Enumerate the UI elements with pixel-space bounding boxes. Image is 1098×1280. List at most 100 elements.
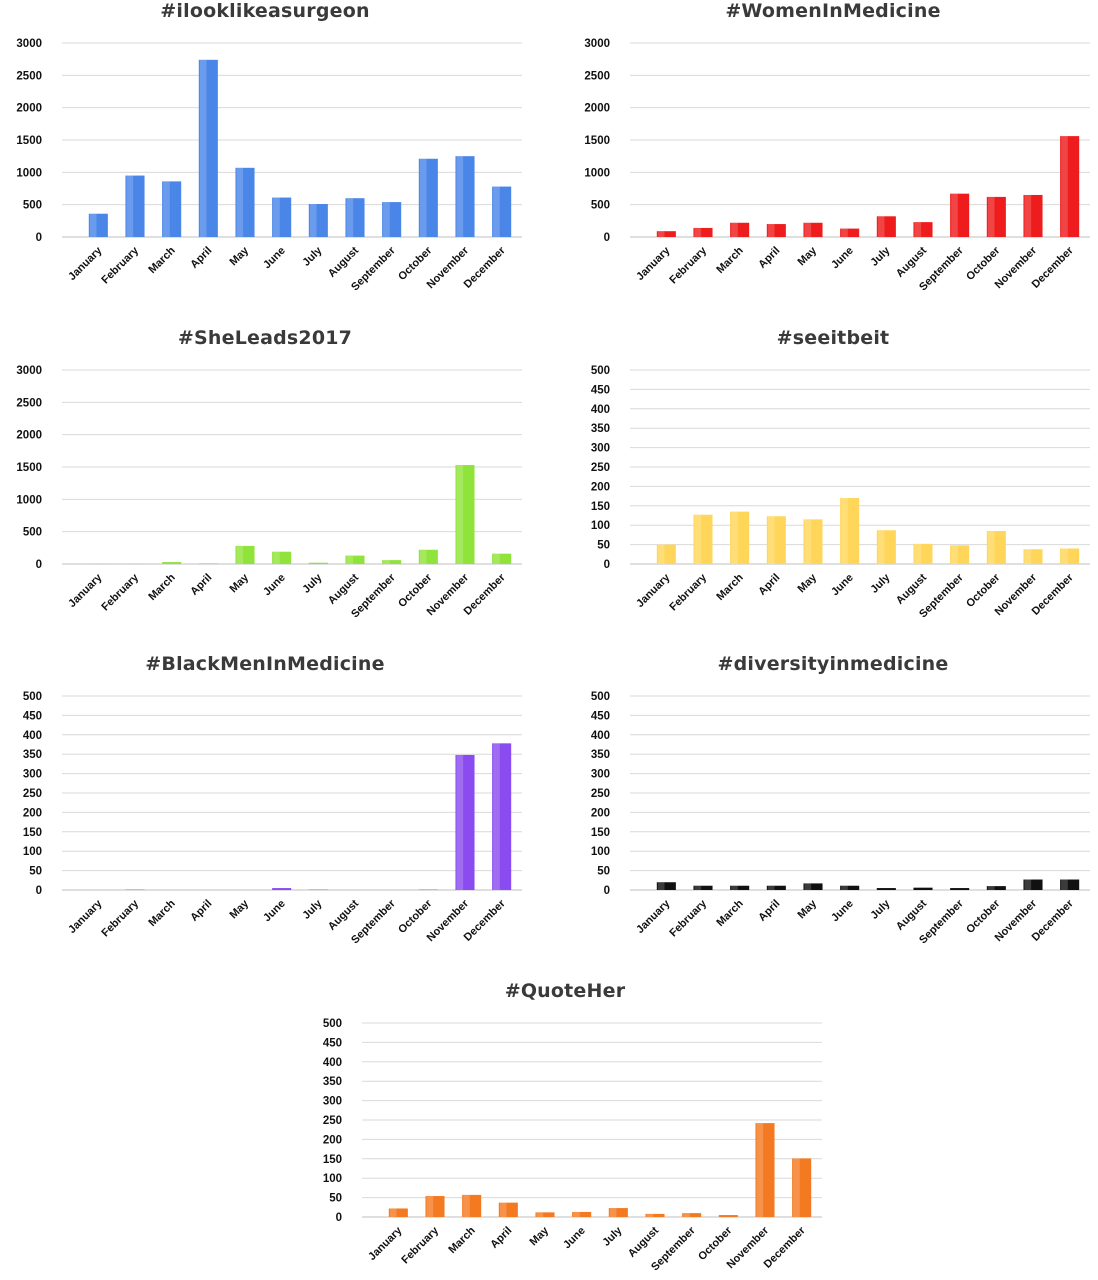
bar-october (986, 196, 1006, 237)
bar-october (418, 549, 438, 564)
bar-highlight (456, 465, 464, 564)
bar-december (792, 1158, 812, 1217)
x-tick-label: August (326, 571, 362, 607)
bar-november (1023, 879, 1043, 890)
bar-october (986, 886, 1006, 890)
x-tick-label: March (146, 897, 178, 929)
bar-highlight (163, 181, 170, 237)
y-tick-label: 1500 (584, 135, 610, 147)
y-tick-label: 3000 (584, 38, 610, 50)
x-tick-label: April (488, 1225, 514, 1251)
bar-highlight (273, 197, 280, 237)
bar-highlight (426, 1196, 434, 1217)
bar-highlight (694, 514, 702, 564)
bar-highlight (236, 545, 244, 564)
bar-highlight (914, 543, 922, 564)
bar-highlight (346, 198, 354, 237)
bar-june (840, 498, 860, 564)
x-tick-label: April (756, 572, 782, 598)
x-tick-label: July (868, 897, 893, 922)
bar-march (730, 222, 750, 237)
bar-highlight (463, 1194, 470, 1217)
y-tick-label: 1000 (584, 167, 610, 179)
y-tick-label: 0 (604, 232, 610, 244)
bar-december (492, 743, 512, 890)
x-tick-label: July (300, 571, 325, 596)
y-tick-label: 500 (23, 200, 42, 212)
bar-highlight (877, 216, 885, 237)
x-tick-label: February (667, 897, 709, 939)
x-tick-label: June (829, 245, 856, 272)
bar-february (693, 227, 713, 237)
y-tick-label: 50 (597, 866, 610, 878)
bar-highlight (951, 193, 958, 237)
bar-highlight (493, 186, 500, 237)
bar-august (913, 222, 933, 237)
y-tick-label: 450 (591, 384, 610, 396)
bar-highlight (841, 885, 848, 890)
bar-february (425, 1196, 445, 1217)
bar-highlight (1061, 136, 1068, 237)
bar-november (455, 465, 475, 564)
bar-highlight (1061, 879, 1068, 890)
bar-highlight (657, 882, 665, 890)
x-tick-label: August (894, 897, 930, 933)
chart-womeninmedicine: #WomenInMedicine 0 500 1000 1500 2000 2500 3000… (568, 0, 1098, 300)
bar-highlight (456, 754, 464, 890)
y-tick-label: 500 (323, 1018, 342, 1030)
y-tick-label: 350 (323, 1076, 342, 1088)
x-tick-label: June (261, 572, 288, 599)
bar-january (656, 882, 676, 890)
bar-june (572, 1211, 592, 1217)
bar-july (876, 530, 896, 564)
x-tick-label: May (795, 897, 819, 921)
y-tick-label: 500 (23, 691, 42, 703)
x-tick-label: May (227, 571, 251, 595)
y-tick-label: 1500 (16, 462, 42, 474)
y-tick-label: 400 (591, 730, 610, 742)
y-tick-label: 450 (23, 710, 42, 722)
bar-highlight (536, 1212, 544, 1217)
x-tick-label: February (99, 571, 141, 613)
bar-highlight (987, 196, 995, 237)
chart-plot: 050100150200250300350400450500JanuaryFeb… (23, 691, 522, 946)
y-tick-label: 100 (591, 520, 610, 532)
chart-title: #BlackMenInMedicine (145, 653, 385, 675)
bar-highlight (609, 1208, 617, 1217)
chart-plot: 050100150200250300350400450500JanuaryFeb… (591, 365, 1090, 620)
y-tick-label: 500 (591, 691, 610, 703)
chart-title: #diversityinmedicine (717, 653, 949, 675)
x-tick-label: August (626, 1224, 662, 1260)
bar-march (730, 885, 750, 890)
x-tick-label: June (561, 1225, 588, 1252)
y-tick-label: 200 (591, 481, 610, 493)
y-tick-label: 3000 (16, 38, 42, 50)
y-tick-label: 2500 (584, 70, 610, 82)
chart-diversityinmedicine: #diversityinmedicine 0 50 100 150 200 250 300 35… (568, 653, 1098, 953)
chart-seeitbeit: #seeitbeit 0 50 100 150 200 250 300 350 400 450 500… (568, 327, 1098, 627)
bar-highlight (199, 59, 207, 238)
chart-title: #WomenInMedicine (725, 0, 941, 22)
y-tick-label: 200 (591, 807, 610, 819)
y-tick-label: 2000 (16, 430, 42, 442)
bar-highlight (987, 531, 995, 564)
bar-highlight (456, 156, 464, 237)
x-tick-label: June (829, 572, 856, 599)
x-tick-label: August (326, 897, 362, 933)
y-tick-label: 350 (23, 749, 42, 761)
bar-highlight (419, 549, 427, 564)
bar-july (608, 1208, 628, 1217)
x-tick-label: May (795, 571, 819, 595)
chart-title: #seeitbeit (776, 327, 890, 349)
y-tick-label: 250 (591, 788, 610, 800)
bar-october (718, 1215, 738, 1217)
bar-may (803, 883, 823, 890)
y-tick-label: 500 (591, 365, 610, 377)
bar-highlight (804, 883, 812, 890)
x-tick-label: March (146, 244, 178, 276)
y-tick-label: 100 (323, 1173, 342, 1185)
